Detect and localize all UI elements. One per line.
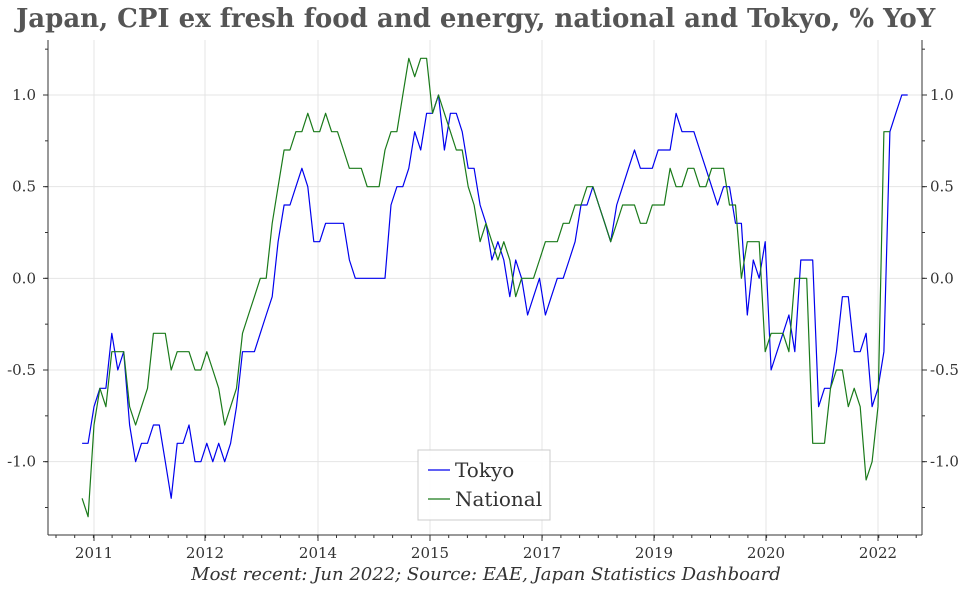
y-tick-label-right: 0.5 — [930, 178, 954, 196]
y-tick-label-left: 0.5 — [12, 178, 36, 196]
y-tick-label-left: 0.0 — [12, 269, 36, 287]
x-tick-label: 2011 — [75, 544, 113, 562]
series-line-national — [81, 57, 890, 518]
x-tick-label: 2014 — [299, 544, 337, 562]
y-tick-label-right: 1.0 — [930, 86, 954, 104]
chart-title: Japan, CPI ex fresh food and energy, nat… — [16, 4, 936, 34]
x-tick-label: 2022 — [859, 544, 897, 562]
x-tick-label: 2019 — [635, 544, 673, 562]
legend-label-national: National — [455, 487, 542, 511]
y-tick-label-right: 0.0 — [930, 269, 954, 287]
chart-footer: Most recent: Jun 2022; Source: EAE, Japa… — [191, 564, 781, 585]
x-tick-label: 2017 — [523, 544, 561, 562]
series-line-tokyo — [82, 94, 908, 499]
x-tick-label: 2020 — [747, 544, 785, 562]
y-tick-label-right: -0.5 — [930, 361, 959, 379]
y-tick-label-left: 1.0 — [12, 86, 36, 104]
legend-box — [417, 449, 551, 521]
y-tick-label-left: -0.5 — [7, 361, 36, 379]
y-tick-label-right: -1.0 — [930, 453, 959, 471]
y-tick-label-left: -1.0 — [7, 453, 36, 471]
x-tick-label: 2012 — [186, 544, 224, 562]
legend-label-tokyo: Tokyo — [455, 458, 514, 482]
x-tick-label: 2015 — [411, 544, 449, 562]
